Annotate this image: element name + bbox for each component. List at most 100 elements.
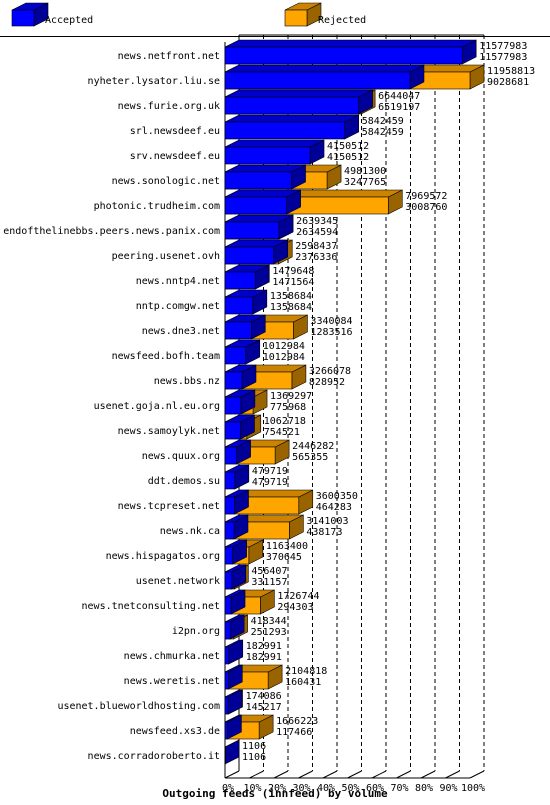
accepted-bar-front — [224, 646, 230, 665]
accepted-bar-front — [224, 146, 311, 165]
chart-title: Outgoing feeds (innfeed) by volume — [162, 787, 388, 800]
accepted-bar-front — [224, 96, 359, 115]
accepted-bar — [224, 389, 256, 415]
offered-value-label: 3340084 — [310, 316, 352, 327]
accepted-bar — [224, 439, 251, 465]
accepted-bar — [224, 114, 359, 140]
category-label: news.weretis.net — [124, 676, 220, 687]
category-label: nyheter.lysator.liu.se — [88, 76, 220, 87]
accepted-bar-front — [224, 721, 228, 740]
offered-value-label: 5842459 — [362, 116, 404, 127]
accepted-bar-top — [224, 139, 325, 148]
offered-value-label: 4150512 — [327, 141, 369, 152]
x-tick-label: 40% — [317, 783, 335, 794]
accepted-bar-front — [224, 71, 411, 90]
floor-line — [298, 770, 313, 779]
category-label: news.nntp4.net — [136, 276, 220, 287]
legend-label-accepted: Accepted — [45, 15, 93, 26]
accepted-bar — [224, 589, 246, 615]
floor-line — [249, 770, 264, 779]
legend-swatch-rejected — [284, 2, 322, 27]
category-label: newsfeed.bofh.team — [112, 351, 220, 362]
category-label: news.dne3.net — [142, 326, 220, 337]
accepted-value-label: 565355 — [292, 452, 328, 463]
accepted-bar — [224, 64, 425, 90]
offered-value-label: 1479648 — [272, 266, 314, 277]
category-label: photonic.trudheim.com — [94, 201, 220, 212]
accepted-bar-front — [224, 246, 274, 265]
category-label: peering.usenet.ovh — [112, 251, 220, 262]
offered-value-label: 3266078 — [309, 366, 351, 377]
accepted-value-label: 1106 — [242, 752, 266, 763]
accepted-value-label: 1358684 — [270, 302, 312, 313]
accepted-bar-top — [224, 64, 425, 73]
accepted-bar-front — [224, 46, 463, 65]
offered-value-label: 418344 — [251, 616, 287, 627]
accepted-value-label: 828952 — [309, 377, 345, 388]
x-tick-label: 50% — [341, 783, 359, 794]
accepted-value-label: 3247765 — [344, 177, 386, 188]
accepted-bar-front — [224, 671, 229, 690]
accepted-bar-top — [224, 164, 306, 173]
accepted-bar-front — [224, 521, 235, 540]
accepted-bar — [224, 289, 268, 315]
offered-value-label: 6644047 — [378, 91, 420, 102]
accepted-value-label: 370645 — [266, 552, 302, 563]
accepted-bar-front — [224, 596, 232, 615]
accepted-bar-front — [224, 696, 229, 715]
offered-value-label: 1012984 — [263, 341, 305, 352]
accepted-bar — [224, 189, 301, 215]
category-label: usenet.goja.nl.eu.org — [94, 401, 220, 412]
accepted-value-label: 464283 — [316, 502, 352, 513]
accepted-bar-front — [224, 221, 280, 240]
accepted-value-label: 160431 — [285, 677, 321, 688]
accepted-value-label: 2376336 — [295, 252, 337, 263]
accepted-value-label: 479719 — [252, 477, 288, 488]
x-axis: 0% 10% 20% 30% 40% 50% 60% 70% 80% 90% 100% — [222, 777, 485, 794]
accepted-bar — [224, 464, 250, 490]
floor-line — [396, 770, 411, 779]
accepted-value-label: 1012984 — [263, 352, 305, 363]
offered-value-label: 1106 — [242, 741, 266, 752]
accepted-value-label: 182991 — [246, 652, 282, 663]
accepted-bar — [224, 39, 477, 65]
accepted-value-label: 1471564 — [272, 277, 314, 288]
accepted-bar — [224, 264, 270, 290]
category-label: nntp.comgw.net — [136, 301, 220, 312]
accepted-bar — [224, 164, 306, 190]
category-label: news.bbs.nz — [154, 376, 220, 387]
legend-swatch-accepted-front — [11, 9, 35, 27]
bar-row: endofthelinebbs.peers.news.panix.com 2639… — [3, 214, 338, 240]
category-label: news.nk.ca — [160, 526, 220, 537]
accepted-bar — [224, 489, 249, 515]
offered-value-label: 1358684 — [270, 291, 312, 302]
floor-line — [445, 770, 460, 779]
accepted-value-label: 117466 — [276, 727, 312, 738]
offered-value-label: 456407 — [251, 566, 287, 577]
category-label: srl.newsdeef.eu — [130, 126, 220, 137]
accepted-bar — [224, 689, 243, 715]
offered-value-label: 1369297 — [270, 391, 312, 402]
category-label: i2pn.org — [172, 626, 220, 637]
category-label: endofthelinebbs.peers.news.panix.com — [3, 226, 220, 237]
accepted-bar-front — [224, 496, 235, 515]
legend-label-rejected: Rejected — [318, 15, 366, 26]
legend: Accepted Rejected — [11, 2, 366, 27]
category-label: ddt.demos.su — [148, 476, 220, 487]
